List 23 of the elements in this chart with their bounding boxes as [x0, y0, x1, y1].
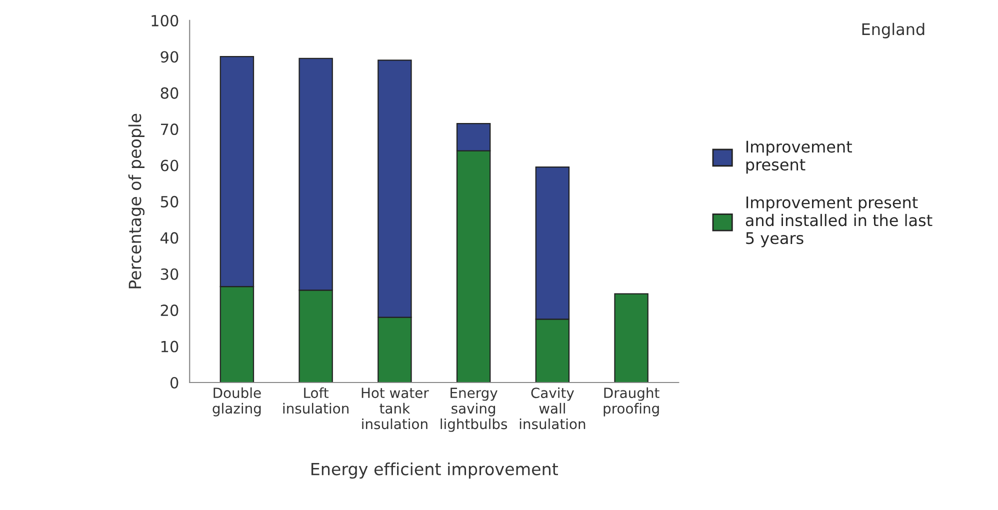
y-tick-label: 20 [160, 304, 178, 316]
y-tick-label: 80 [160, 87, 178, 99]
x-tick-label: Double glazing [212, 387, 261, 416]
x-axis-title: Energy efficient improvement [311, 462, 558, 479]
y-tick-label: 100 [152, 14, 178, 26]
x-tick-label: Draught proofing [604, 387, 660, 416]
y-tick-label: 40 [160, 232, 178, 244]
y-tick-label: 90 [160, 51, 178, 63]
y-tick-label: 60 [160, 160, 178, 172]
x-tick-label: Loft insulation [283, 387, 348, 414]
y-tick-label: 10 [161, 340, 178, 352]
y-axis-title: Percentage of people [128, 114, 144, 288]
x-tick-label: Cavity wall insulation [520, 387, 586, 430]
y-tick-label: 70 [161, 123, 178, 136]
x-tick-label: Energy saving lightbulbs [440, 388, 508, 432]
legend-label: Improvement present [746, 140, 852, 174]
y-tick-label: 30 [160, 268, 178, 280]
legend-label: Improvement present and installed in the last 5 years [746, 196, 932, 248]
y-tick-label: 50 [160, 196, 178, 208]
text: England [862, 22, 924, 38]
y-tick-label: 0 [170, 376, 178, 389]
x-tick-label: Hot water tank insulation [362, 388, 429, 430]
bar [614, 293, 648, 382]
